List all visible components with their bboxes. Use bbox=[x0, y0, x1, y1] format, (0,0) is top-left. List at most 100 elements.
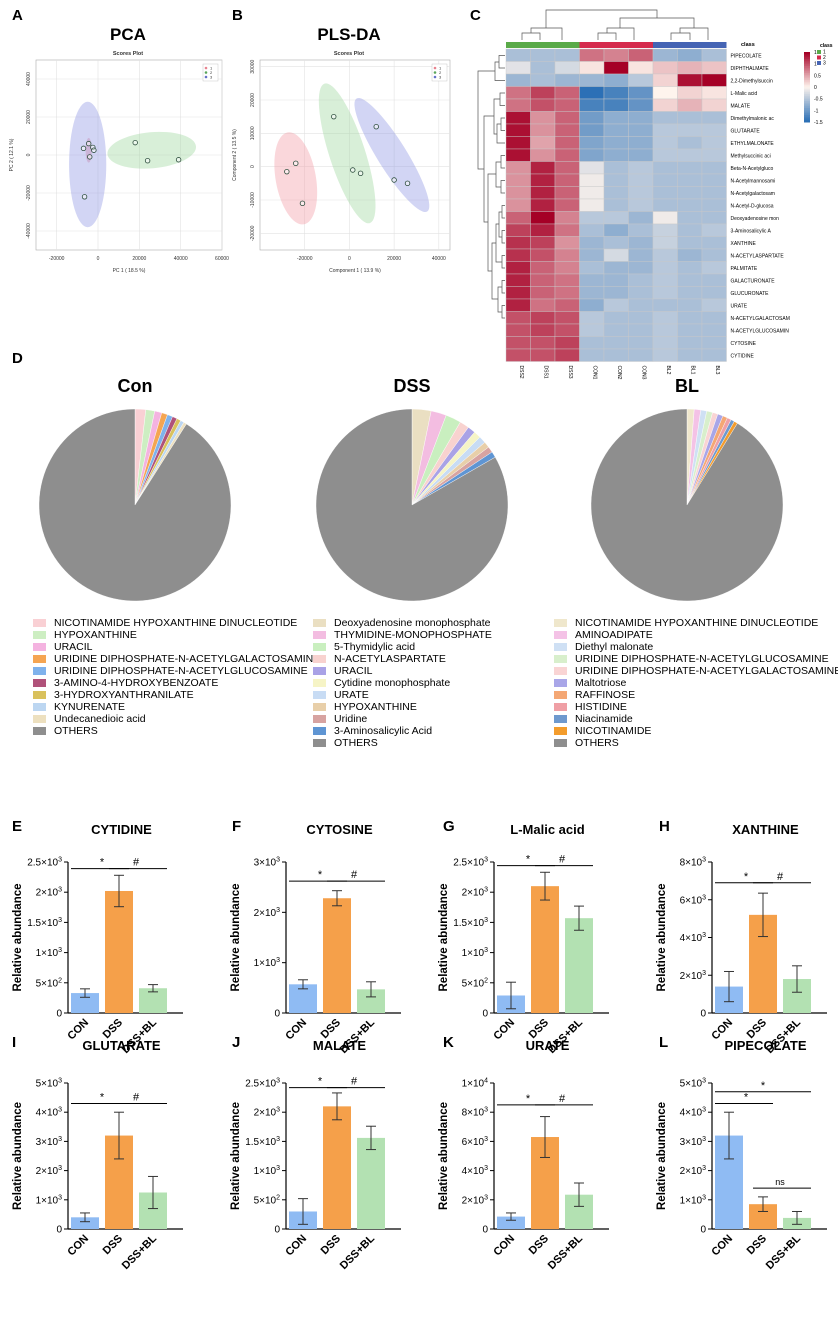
y-tick-mantissa: 0 bbox=[482, 1225, 488, 1236]
colorbar-step bbox=[804, 90, 810, 93]
heatmap-cell bbox=[652, 348, 678, 362]
y-tick-label: 4×103 bbox=[462, 1165, 489, 1177]
heatmap-cell bbox=[677, 136, 703, 150]
heatmap-cell bbox=[677, 223, 703, 237]
heatmap-cell bbox=[701, 48, 727, 62]
heatmap-cell bbox=[530, 161, 556, 175]
class-bar-cell bbox=[604, 42, 629, 48]
pca-y-ticks: 40000 20000 0 -20000 -40000 bbox=[26, 72, 32, 239]
heatmap-cell bbox=[579, 298, 605, 312]
y-tick-label: 2×103 bbox=[36, 887, 63, 899]
heatmap-cell bbox=[554, 111, 580, 125]
legend-item: 3-Aminosalicylic Acid bbox=[313, 725, 492, 737]
y-tick-label: 8×103 bbox=[462, 1107, 489, 1119]
y-tick-exponent: 3 bbox=[702, 1136, 706, 1143]
heatmap-cell bbox=[701, 223, 727, 237]
heatmap-cell bbox=[652, 323, 678, 337]
heatmap-cell bbox=[530, 48, 556, 62]
heatmap-cell bbox=[701, 186, 727, 200]
x-tick-label: CON bbox=[709, 1233, 735, 1259]
heatmap-row-label: CYTIDINE bbox=[731, 354, 755, 360]
legend-swatch bbox=[554, 667, 567, 675]
y-tick-exponent: 2 bbox=[276, 1194, 280, 1201]
heatmap-class-bar bbox=[506, 42, 727, 48]
heatmap-row-label: N-ACETYLGLUCOSAMIN bbox=[731, 329, 790, 335]
bar-chart-title: URATE bbox=[526, 1038, 570, 1053]
heatmap-cell bbox=[579, 161, 605, 175]
heatmap-cell bbox=[652, 198, 678, 212]
panel-letter-d: D bbox=[12, 350, 23, 367]
colorbar-step bbox=[804, 74, 810, 77]
pie-dss bbox=[315, 408, 509, 602]
y-tick-mantissa: 0 bbox=[274, 1009, 280, 1020]
y-tick-exponent: 3 bbox=[58, 887, 62, 894]
bar bbox=[105, 890, 133, 1013]
heatmap-cell bbox=[505, 136, 531, 150]
panel-letter: I bbox=[12, 1034, 16, 1051]
y-tick-mantissa: 2×10 bbox=[36, 888, 59, 899]
heatmap-cell bbox=[505, 311, 531, 325]
significance-label: * bbox=[100, 857, 105, 869]
y-tick-exponent: 3 bbox=[276, 1078, 280, 1085]
legend-label: NICOTINAMIDE HYPOXANTHINE DINUCLEOTIDE bbox=[575, 617, 819, 629]
colorbar-step bbox=[804, 55, 810, 58]
legend-swatch bbox=[313, 679, 326, 687]
legend-item: THYMIDINE-MONOPHOSPHATE bbox=[313, 629, 492, 641]
y-tick-label: 1×104 bbox=[462, 1078, 489, 1090]
heatmap-cell bbox=[652, 161, 678, 175]
heatmap-cell bbox=[652, 286, 678, 300]
legend-item: Deoxyadenosine monophosphate bbox=[313, 617, 492, 629]
pca-title: PCA bbox=[110, 25, 146, 44]
legend-label: URIDINE DIPHOSPHATE-N-ACETYLGLUCOSAMINE bbox=[575, 653, 829, 665]
y-tick-label: 1.5×103 bbox=[245, 1136, 280, 1148]
heatmap-cell bbox=[530, 273, 556, 287]
bar-chart-title: CYTIDINE bbox=[91, 822, 152, 837]
heatmap-cell bbox=[530, 311, 556, 325]
y-tick-mantissa: 4×10 bbox=[462, 1166, 485, 1177]
y-tick-exponent: 3 bbox=[484, 1136, 488, 1143]
heatmap-cell bbox=[677, 211, 703, 225]
heatmap-cell bbox=[677, 111, 703, 125]
bar bbox=[357, 1137, 385, 1229]
heatmap-cell bbox=[652, 98, 678, 112]
colorbar-step bbox=[804, 94, 810, 97]
heatmap-cell bbox=[554, 198, 580, 212]
bar-chart-y-label: Relative abundance bbox=[438, 1102, 450, 1210]
heatmap-panel: class PIPECOLATE DIPHTHALMATE 2,2-Dimethyl… bbox=[477, 9, 833, 380]
y-tick-exponent: 3 bbox=[702, 894, 706, 901]
panel-letter-b: B bbox=[232, 7, 243, 24]
heatmap-cell bbox=[628, 311, 654, 325]
colorbar-step bbox=[804, 115, 810, 118]
heatmap-cell bbox=[554, 173, 580, 187]
y-tick-exponent: 3 bbox=[702, 1165, 706, 1172]
y-tick-exponent: 3 bbox=[702, 932, 706, 939]
x-tick-label: 20000 bbox=[387, 256, 401, 262]
colorbar-tick-label: -1.5 bbox=[814, 120, 823, 126]
legend-swatch bbox=[554, 727, 567, 735]
y-tick-mantissa: 3×10 bbox=[36, 1137, 59, 1148]
pca-ellipses bbox=[69, 101, 197, 228]
heatmap-cell bbox=[505, 298, 531, 312]
heatmap-cell bbox=[530, 198, 556, 212]
legend-swatch bbox=[33, 667, 46, 675]
heatmap-cell bbox=[505, 323, 531, 337]
heatmap-row-label: MALATE bbox=[731, 104, 751, 110]
heatmap-cell bbox=[677, 298, 703, 312]
y-tick-mantissa: 0 bbox=[274, 1225, 280, 1236]
score-point-group-2 bbox=[132, 139, 138, 146]
bar bbox=[497, 1216, 525, 1229]
x-tick-label: 40000 bbox=[432, 256, 446, 262]
heatmap-cell bbox=[579, 211, 605, 225]
heatmap-cell bbox=[701, 286, 727, 300]
heatmap-cell bbox=[579, 111, 605, 125]
heatmap-cell bbox=[603, 98, 629, 112]
heatmap-cell bbox=[628, 223, 654, 237]
legend-item: KYNURENATE bbox=[33, 701, 320, 713]
heatmap-row-label: Beta-N-Acetylgluco bbox=[731, 166, 774, 172]
y-tick-exponent: 3 bbox=[58, 1165, 62, 1172]
pca-y-label: PC 2 ( 12.1 %) bbox=[9, 138, 15, 171]
score-point-group-3 bbox=[373, 123, 379, 130]
class-bar-cell bbox=[653, 42, 678, 48]
heatmap-row-label: Deoxyadenosine mon bbox=[731, 216, 780, 222]
